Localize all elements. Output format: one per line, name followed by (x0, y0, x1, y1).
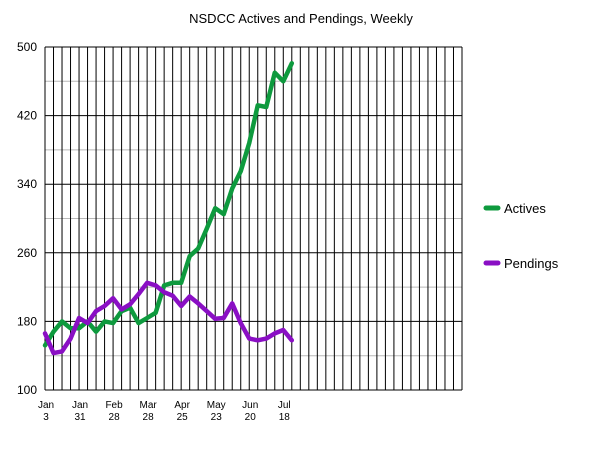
x-tick-label-month: Jul (278, 400, 291, 411)
x-tick-label-month: Jan (72, 400, 88, 411)
x-tick-label-month: Apr (174, 400, 190, 411)
x-tick-label-month: Mar (140, 400, 158, 411)
y-axis-ticks: 100 180 260 340 420 500 (17, 40, 37, 397)
series-line-actives (42, 61, 295, 348)
x-tick-label-month: Feb (105, 400, 123, 411)
x-tick-label-day: 28 (109, 412, 121, 423)
legend: Actives Pendings (483, 201, 559, 271)
x-tick-label-day: 28 (143, 412, 155, 423)
x-tick-label-month: Jun (242, 400, 258, 411)
x-tick-label-day: 18 (279, 412, 291, 423)
x-tick-label-month: Jan (38, 400, 54, 411)
series-lines (42, 61, 295, 356)
x-tick-label-day: 3 (43, 412, 49, 423)
x-tick-label-day: 25 (177, 412, 189, 423)
y-tick-label: 260 (17, 246, 37, 260)
legend-label-actives: Actives (504, 201, 546, 216)
x-tick-label-day: 23 (211, 412, 223, 423)
series-line-pendings (42, 280, 295, 356)
x-tick-label-day: 31 (74, 412, 86, 423)
y-tick-label: 420 (17, 109, 37, 123)
legend-label-pendings: Pendings (504, 256, 559, 271)
y-tick-label: 180 (17, 314, 37, 328)
chart-title: NSDCC Actives and Pendings, Weekly (189, 11, 413, 26)
x-tick-label-day: 20 (245, 412, 257, 423)
y-tick-label: 500 (17, 40, 37, 54)
y-tick-label: 340 (17, 177, 37, 191)
x-tick-label-month: May (207, 400, 226, 411)
y-tick-label: 100 (17, 383, 37, 397)
